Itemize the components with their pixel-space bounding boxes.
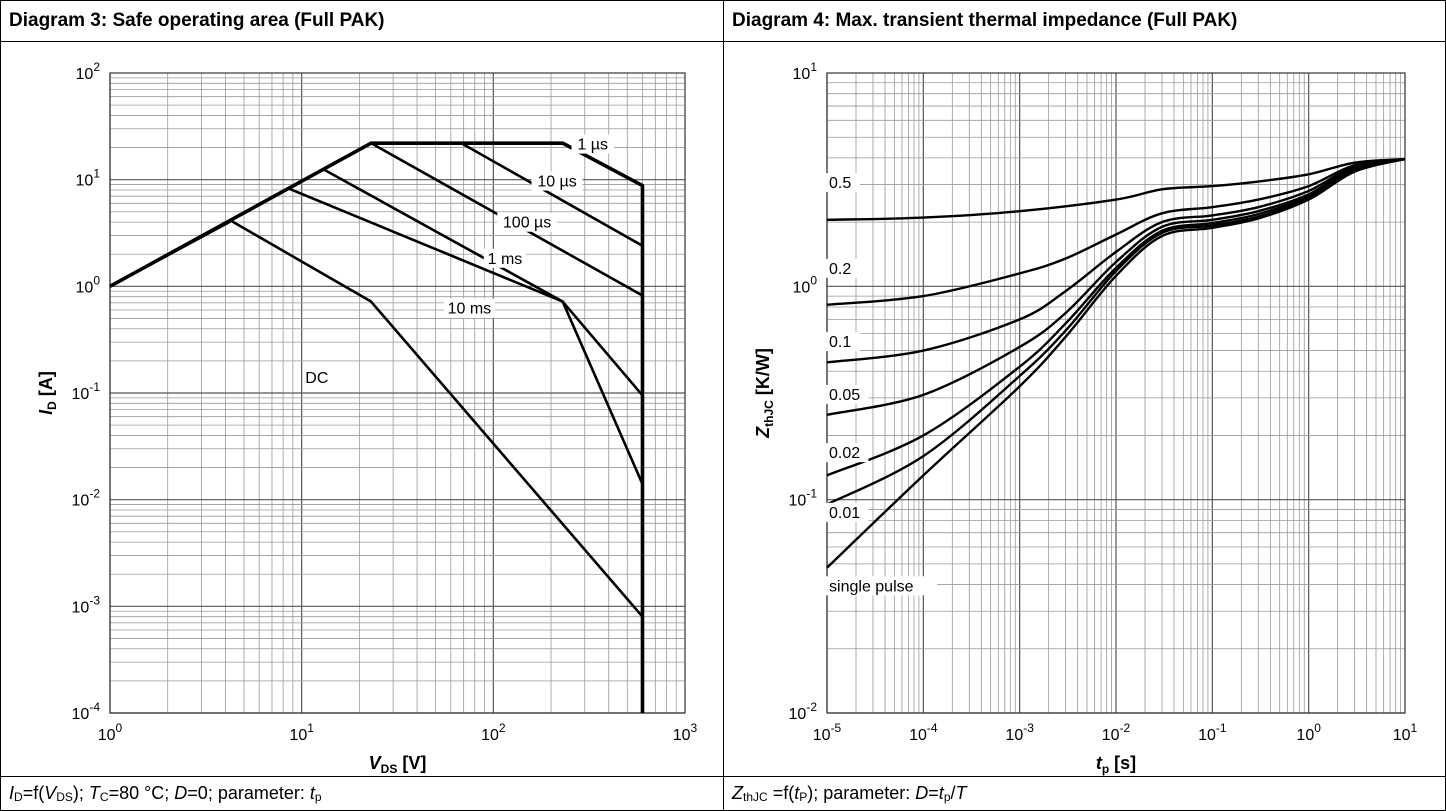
chart-1: 10-5 10-4 10-3 10-2 10-1 100 101 10-2 10-1 100 101… [753, 60, 1418, 776]
y-tick-label: 101 [793, 60, 818, 83]
zth-caption: ZthJC =f(tP); parameter: D=tp/T [724, 776, 1445, 810]
annotation-label: 0.05 [829, 387, 860, 404]
y-axis-title: ID [A] [36, 371, 59, 415]
annotation-bg [571, 134, 614, 154]
annotation-label: single pulse [829, 578, 914, 595]
annotation-label: 0.02 [829, 445, 860, 462]
y-tick-label: 10-1 [72, 380, 101, 403]
annotation-bg [826, 576, 938, 596]
chart-0-grid [109, 73, 685, 714]
series-line-0-02 [826, 157, 1406, 477]
chart-0-ticks: 100 101 102 103 10-4 10-3 10-2 10-1 100 101 102 [72, 60, 698, 744]
y-tick-label: 100 [793, 273, 818, 296]
annotation-label: 1 µs [577, 137, 608, 154]
y-tick-label: 100 [76, 273, 101, 296]
annotation-label: 0.1 [829, 334, 851, 351]
annotation-bg [826, 173, 860, 193]
annotation-label: 0.5 [829, 175, 851, 192]
series-line-10-s [109, 141, 644, 288]
annotation-bg [826, 502, 869, 522]
annotation-bg [497, 212, 557, 232]
soa-caption: ID=f(VDS); TC=80 °C; D=0; parameter: tp [1, 776, 723, 810]
x-tick-label: 10-4 [909, 721, 938, 744]
zth-title: Diagram 4: Max. transient thermal impeda… [724, 1, 1445, 42]
annotation-bg [826, 443, 869, 463]
x-tick-label: 10-5 [813, 721, 842, 744]
series-line-10-ms [109, 186, 644, 485]
annotation-bg [531, 171, 583, 191]
series-line-0-01 [826, 157, 1406, 506]
y-tick-label: 10-1 [789, 487, 818, 510]
x-tick-label: 10-3 [1005, 721, 1034, 744]
annotation-bg [826, 384, 869, 404]
series-line-0-05 [826, 157, 1406, 416]
annotation-label: 10 ms [448, 301, 492, 318]
soa-panel: Diagram 3: Safe operating area (Full PAK… [0, 0, 724, 811]
x-tick-label: 101 [1393, 721, 1418, 744]
annotation-bg [826, 258, 860, 278]
y-axis-title: ZthJC [K/W] [753, 348, 776, 439]
chart-1-ticks: 10-5 10-4 10-3 10-2 10-1 100 101 10-2 10-1 100 101 [789, 60, 1418, 744]
annotation-bg [483, 248, 527, 268]
x-tick-label: 10-2 [1102, 721, 1131, 744]
soa-title: Diagram 3: Safe operating area (Full PAK… [1, 1, 723, 42]
y-tick-label: 101 [76, 167, 101, 190]
series-line-0-1 [826, 157, 1406, 364]
annotation-bg [826, 332, 860, 352]
annotation-bg [304, 367, 330, 387]
y-tick-label: 10-2 [789, 700, 818, 723]
series-line-100-s [109, 141, 644, 297]
x-tick-label: 10-1 [1198, 721, 1227, 744]
y-tick-label: 10-4 [72, 700, 101, 723]
x-tick-label: 101 [289, 721, 314, 744]
annotation-label: 1 ms [488, 251, 523, 268]
x-tick-label: 100 [1296, 721, 1321, 744]
annotation-label: 0.01 [829, 505, 860, 522]
series-line-0-5 [826, 157, 1406, 222]
x-tick-label: 100 [98, 721, 123, 744]
y-tick-label: 10-2 [72, 487, 101, 510]
chart-1-grid [826, 73, 1405, 714]
zth-panel: Diagram 4: Max. transient thermal impeda… [723, 0, 1446, 811]
plot-frame [109, 72, 686, 714]
series-line-1-s [109, 141, 645, 713]
x-axis-title: VDS [V] [369, 753, 427, 776]
series-line-single-pulse [826, 157, 1406, 569]
x-tick-label: 102 [481, 721, 506, 744]
annotation-label: 100 µs [503, 215, 551, 232]
annotation-label: DC [305, 370, 328, 387]
annotation-bg [443, 298, 495, 318]
series-line-0-2 [826, 157, 1406, 306]
annotation-label: 10 µs [537, 174, 576, 191]
x-axis-title: tp [s] [1096, 753, 1136, 776]
y-tick-label: 10-3 [72, 593, 101, 616]
annotation-label: 0.2 [829, 261, 851, 278]
y-tick-label: 102 [76, 60, 101, 83]
x-tick-label: 103 [673, 721, 698, 744]
series-line-dc [109, 219, 644, 618]
chart-0: 100 101 102 103 10-4 10-3 10-2 10-1 100 101 102 VDS… [36, 60, 698, 776]
